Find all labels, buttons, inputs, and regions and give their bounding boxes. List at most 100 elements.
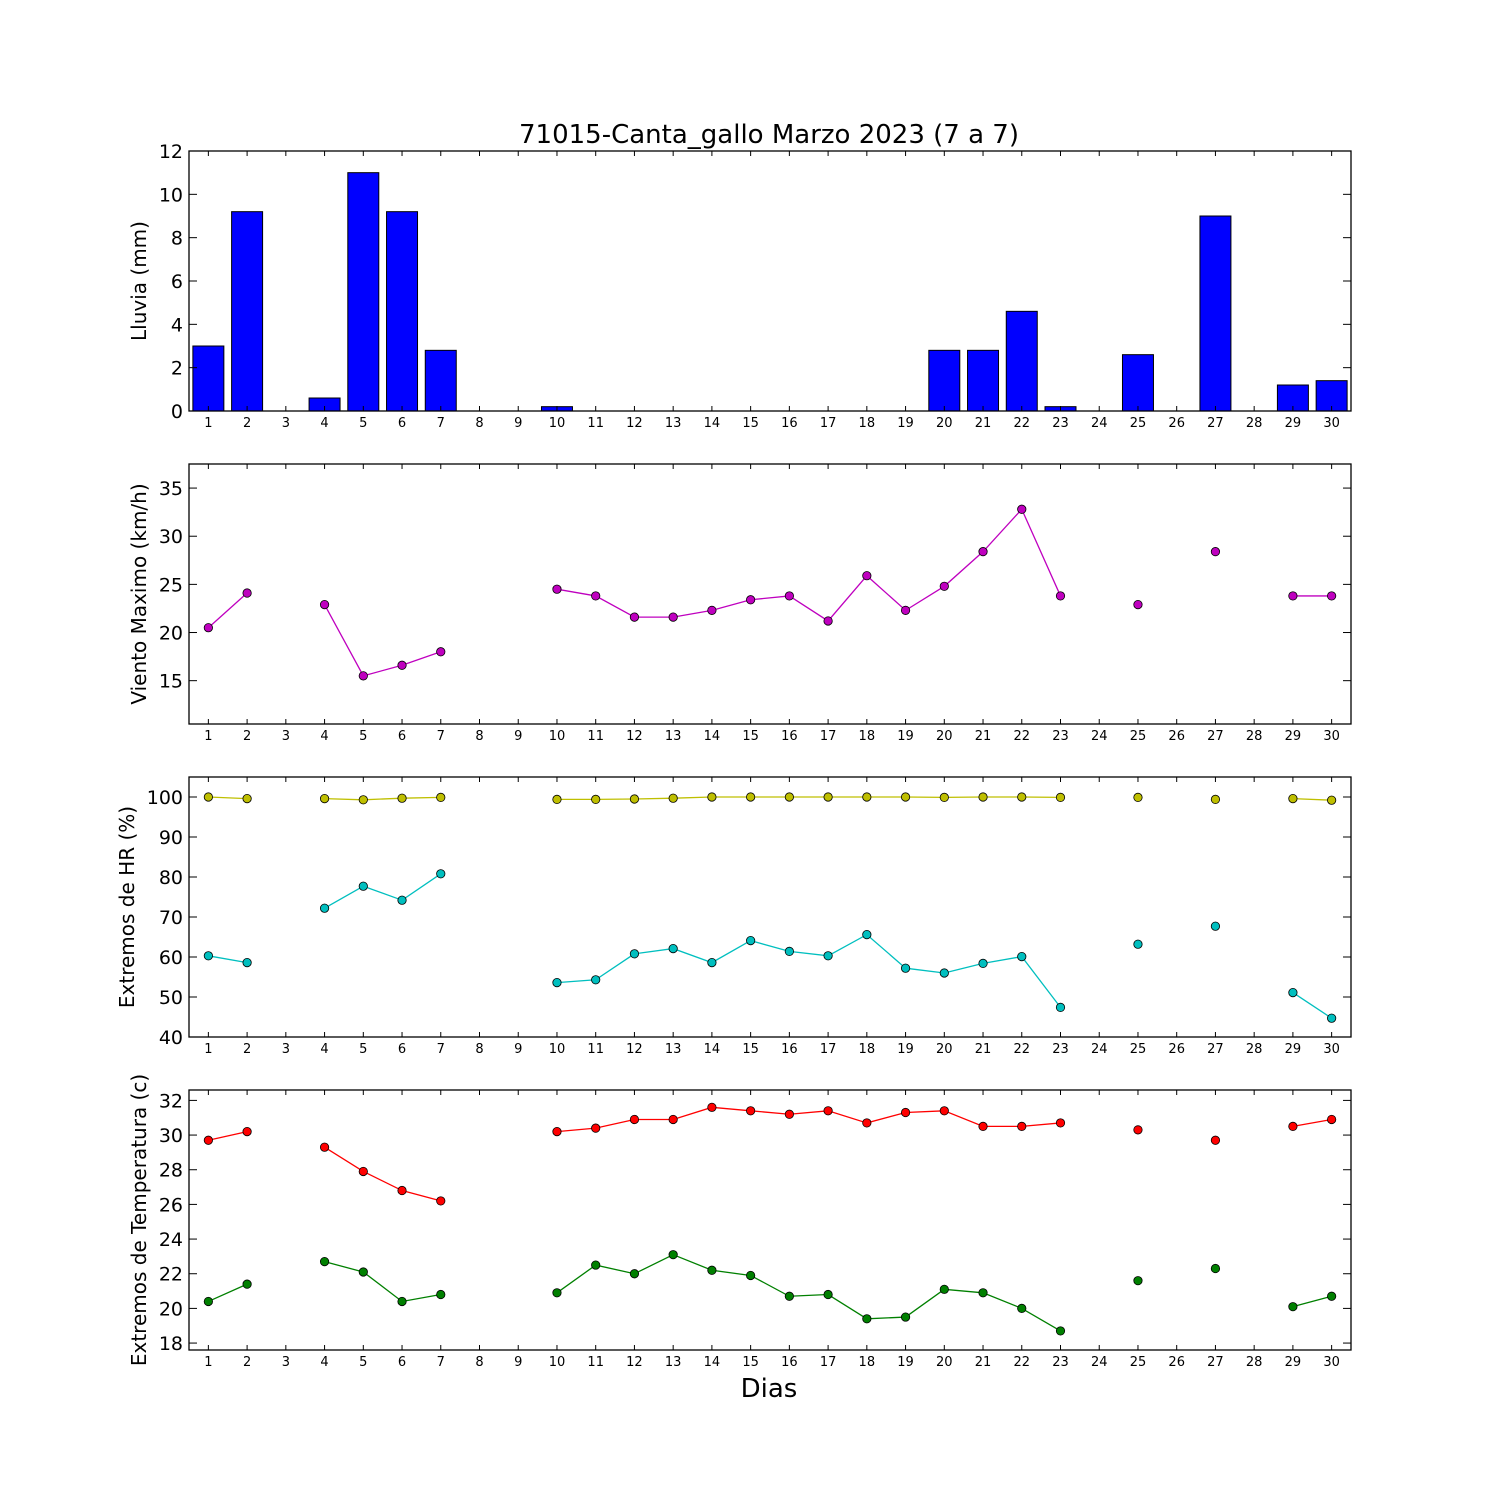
y-tick-label: 4 — [171, 314, 183, 336]
humidity-series-1-point-day-14 — [707, 792, 717, 802]
x-tick-label: 16 — [781, 1042, 798, 1057]
temperature-series-1-point-day-7 — [436, 1196, 446, 1206]
x-tick-label: 7 — [437, 1042, 445, 1057]
temperature-series-1-point-day-4 — [319, 1142, 330, 1152]
x-tick-label: 16 — [781, 1355, 798, 1370]
temperature-panel: 1 2 3 4 5 6 7 8 9 10 11 12 13 14 15 16 17 18 19 20 21 22 23 24 2… — [127, 1074, 1352, 1370]
x-tick-label: 2 — [243, 1355, 251, 1370]
x-tick-label: 8 — [475, 416, 483, 431]
x-tick-label: 20 — [936, 1042, 953, 1057]
x-tick-label: 24 — [1091, 1042, 1108, 1057]
x-tick-label: 17 — [820, 416, 837, 431]
humidity-series-1-point-day-27 — [1210, 794, 1221, 805]
x-tick-label: 15 — [742, 1355, 759, 1370]
x-tick-label: 25 — [1130, 416, 1147, 431]
humidity-series-1-point-day-1 — [203, 792, 213, 802]
wind-series-1-point-day-10 — [552, 584, 562, 594]
x-tick-label: 29 — [1285, 729, 1302, 744]
x-tick-label: 22 — [1013, 729, 1030, 744]
x-tick-label: 20 — [936, 416, 953, 431]
x-tick-label: 12 — [626, 416, 643, 431]
x-tick-label: 21 — [975, 416, 992, 431]
y-tick-label: 10 — [159, 184, 183, 206]
humidity-series-2-point-day-30 — [1327, 1013, 1337, 1023]
wind-series-1-point-day-17 — [823, 616, 833, 626]
x-tick-label: 8 — [475, 1042, 483, 1057]
y-tick-label: 100 — [147, 787, 183, 809]
x-tick-label: 15 — [742, 1042, 759, 1057]
x-tick-label: 22 — [1013, 416, 1030, 431]
humidity-series-1-point-day-4 — [319, 793, 330, 804]
x-tick-label: 28 — [1246, 416, 1263, 431]
humidity-series-2-point-day-7 — [436, 869, 446, 879]
y-tick-label: 20 — [159, 623, 183, 645]
humidity-series-1-point-day-20 — [939, 792, 949, 803]
rain-panel: 1 2 3 4 5 6 7 8 9 10 11 12 13 14 15 16 17 18 19 20 21 22 23 24 2… — [127, 141, 1352, 431]
x-tick-label: 4 — [320, 729, 328, 744]
x-tick-label: 21 — [975, 729, 992, 744]
x-tick-label: 27 — [1207, 729, 1224, 744]
temperature-series-1-point-day-11 — [591, 1123, 601, 1133]
humidity-series-1-point-day-18 — [862, 792, 872, 802]
y-tick-label: 70 — [159, 907, 183, 929]
x-tick-label: 1 — [204, 1042, 212, 1057]
humidity-series-2-point-day-25 — [1133, 939, 1143, 949]
x-tick-label: 18 — [859, 416, 876, 431]
x-tick-label: 12 — [626, 1355, 643, 1370]
humidity-series-2-point-day-6 — [397, 895, 407, 905]
x-axis-label: Dias — [741, 1374, 798, 1404]
temperature-series-2-point-day-15 — [746, 1270, 756, 1281]
temperature-axes-frame — [188, 1089, 1352, 1351]
temperature-series-1-point-day-14 — [707, 1102, 717, 1112]
wind-series-1-point-day-25 — [1133, 599, 1143, 610]
x-tick-label: 11 — [587, 1042, 604, 1057]
temperature-series-1-point-day-19 — [900, 1107, 911, 1118]
y-tick-label: 30 — [159, 526, 183, 548]
x-tick-label: 5 — [359, 1042, 367, 1057]
x-tick-label: 3 — [282, 1042, 290, 1057]
temperature-series-1-point-day-22 — [1017, 1121, 1027, 1132]
bar-day-22 — [1005, 310, 1038, 412]
x-tick-label: 23 — [1052, 416, 1069, 431]
wind-series-1-point-day-7 — [436, 647, 446, 657]
humidity-series-1-point-day-16 — [784, 792, 794, 802]
humidity-y-axis-label: Extremos de HR (%) — [115, 806, 139, 1008]
temperature-series-2-point-day-25 — [1133, 1276, 1143, 1286]
x-tick-label: 11 — [587, 1355, 604, 1370]
wind-series-1-point-day-13 — [668, 612, 678, 622]
x-tick-label: 5 — [359, 729, 367, 744]
wind-series-1-point-day-5 — [358, 671, 368, 681]
x-tick-label: 26 — [1168, 1042, 1185, 1057]
bar-day-5 — [347, 172, 380, 412]
humidity-series-2-point-day-16 — [784, 946, 794, 957]
humidity-series-1-point-day-25 — [1133, 792, 1143, 803]
temperature-series-2-point-day-12 — [629, 1269, 640, 1279]
x-tick-label: 29 — [1285, 1042, 1302, 1057]
temperature-series-1-point-day-1 — [203, 1135, 213, 1145]
x-tick-label: 24 — [1091, 416, 1108, 431]
x-tick-label: 25 — [1130, 729, 1147, 744]
x-tick-label: 14 — [704, 416, 721, 431]
wind-series-1-point-day-1 — [203, 623, 213, 633]
x-tick-label: 7 — [437, 1355, 445, 1370]
wind-series-1-point-day-23 — [1055, 591, 1066, 601]
humidity-series-2-point-day-12 — [629, 949, 640, 959]
humidity-series-2-point-day-13 — [668, 943, 678, 954]
temperature-series-2-point-day-17 — [823, 1289, 833, 1300]
humidity-series-1-point-day-11 — [591, 794, 601, 805]
wind-y-axis-label: Viento Maximo (km/h) — [127, 483, 151, 704]
temperature-series-2-point-day-30 — [1327, 1291, 1337, 1301]
x-tick-label: 29 — [1285, 1355, 1302, 1370]
temperature-y-axis-label: Extremos de Temperatura (c) — [127, 1074, 151, 1366]
chart-title: 71015-Canta_gallo Marzo 2023 (7 a 7) — [519, 120, 1019, 150]
temperature-series-2-point-day-16 — [784, 1291, 794, 1301]
bar-day-1 — [192, 345, 225, 412]
x-tick-label: 15 — [742, 729, 759, 744]
x-tick-label: 14 — [704, 1042, 721, 1057]
temperature-series-2-point-day-23 — [1055, 1326, 1066, 1336]
temperature-series-2-point-day-10 — [552, 1288, 562, 1298]
y-tick-label: 90 — [159, 827, 183, 849]
humidity-series-1-point-day-5 — [358, 795, 368, 805]
x-tick-label: 3 — [282, 729, 290, 744]
